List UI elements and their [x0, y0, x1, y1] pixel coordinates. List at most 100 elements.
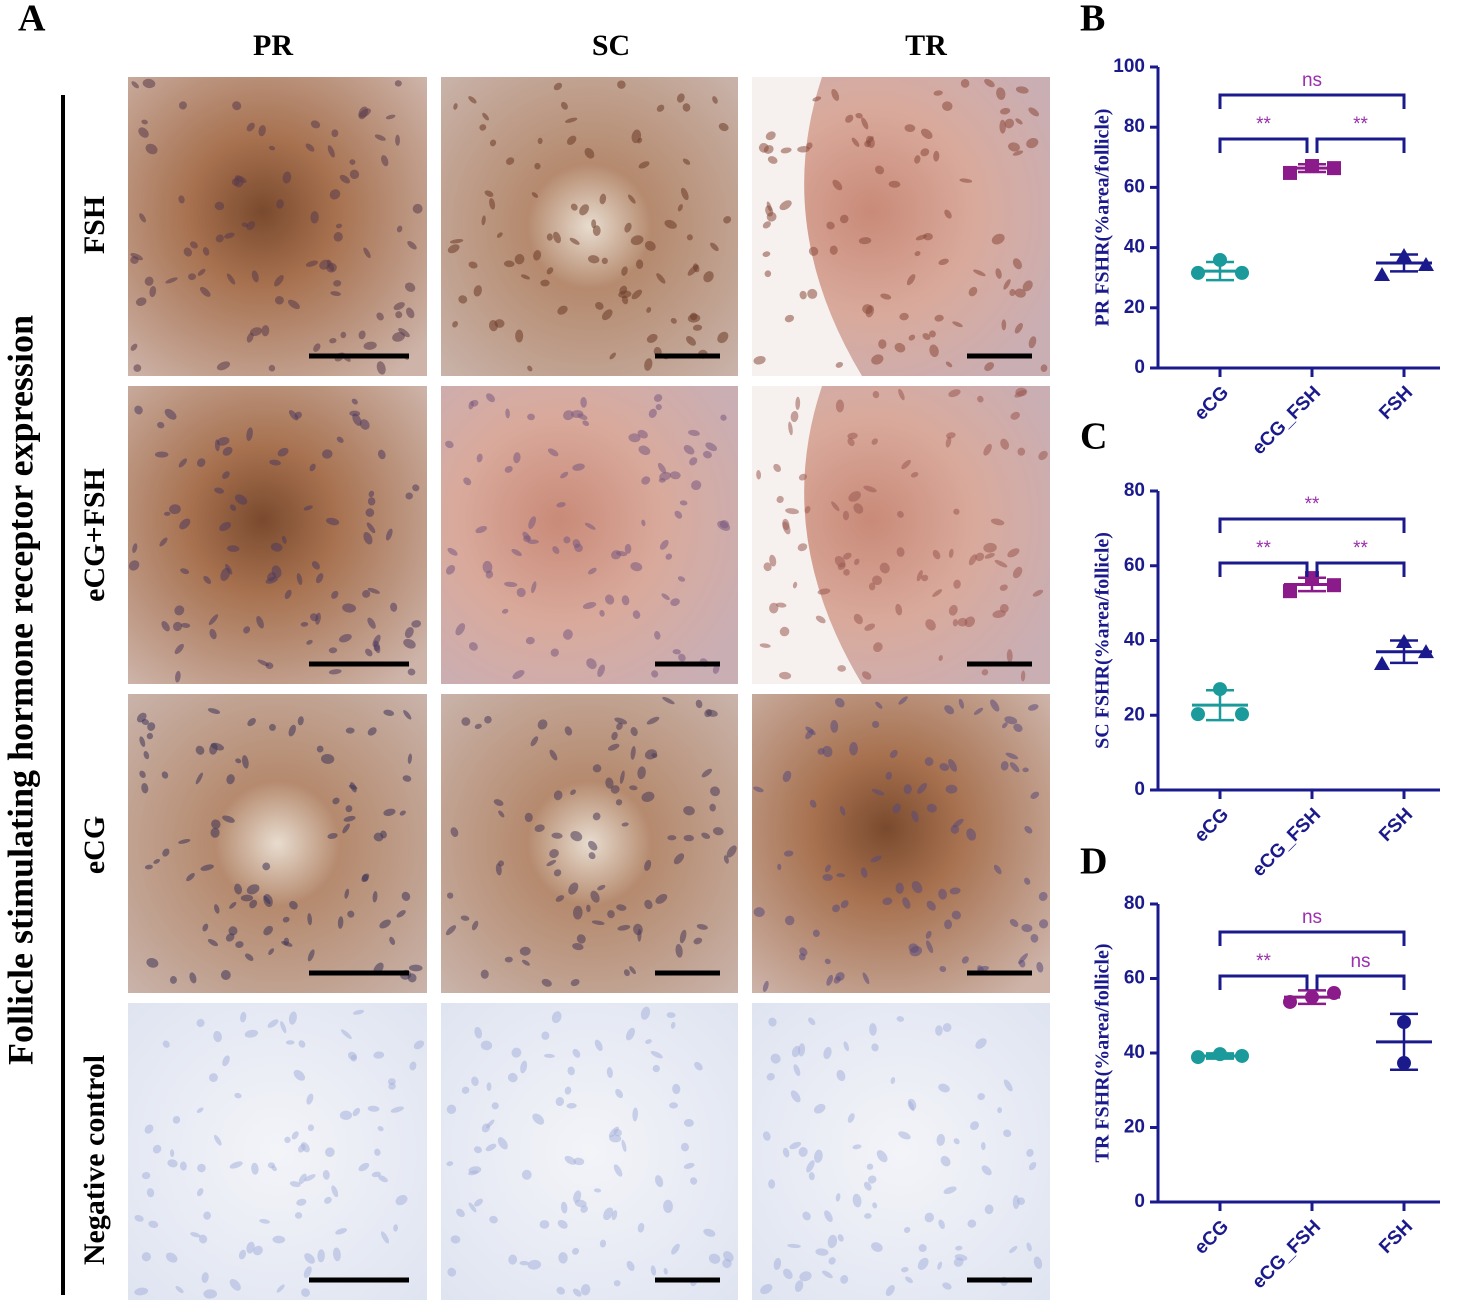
nucleus — [480, 1040, 493, 1051]
nucleus — [784, 915, 795, 926]
nucleus — [229, 1161, 243, 1169]
nucleus — [723, 855, 729, 864]
nucleus — [327, 832, 338, 839]
nucleus — [1024, 825, 1033, 834]
y-axis-label: TR FSHR(%area/follicle) — [1092, 943, 1114, 1162]
nucleus — [195, 745, 205, 755]
nucleus — [298, 1144, 306, 1153]
nucleus — [879, 562, 890, 574]
nucleus — [368, 490, 375, 498]
nucleus — [564, 1086, 572, 1095]
nucleus — [210, 827, 220, 838]
nucleus — [531, 581, 537, 594]
nucleus — [776, 495, 784, 504]
nucleus — [1036, 961, 1044, 973]
nucleus — [687, 264, 699, 276]
nucleus — [253, 1245, 263, 1256]
nucleus — [759, 643, 771, 648]
nucleus — [380, 830, 387, 839]
nucleus — [577, 413, 588, 420]
nucleus — [826, 974, 833, 986]
nucleus — [468, 261, 478, 269]
nucleus — [573, 1190, 582, 1203]
nucleus — [953, 1138, 960, 1145]
nucleus — [411, 620, 422, 628]
nucleus — [524, 812, 533, 823]
nucleus — [718, 122, 729, 132]
nucleus — [321, 753, 335, 764]
nucleus — [172, 621, 183, 632]
nucleus — [379, 919, 391, 929]
nucleus — [251, 1162, 259, 1175]
nucleus — [875, 165, 885, 175]
nucleus — [458, 295, 468, 304]
nucleus — [555, 895, 565, 902]
micrograph — [752, 77, 1050, 376]
nucleus — [929, 330, 936, 338]
nucleus — [902, 897, 911, 909]
nucleus — [762, 980, 769, 992]
significance-bracket — [1315, 974, 1406, 990]
nucleus — [298, 1173, 307, 1185]
micrograph — [441, 694, 738, 993]
nucleus — [179, 1161, 187, 1171]
nucleus — [909, 946, 923, 957]
nucleus — [769, 554, 777, 567]
nucleus — [484, 715, 492, 724]
nucleus — [599, 193, 607, 205]
nucleus — [1004, 118, 1015, 129]
nucleus — [654, 1175, 664, 1188]
nucleus — [868, 582, 876, 591]
nucleus — [325, 1147, 335, 1158]
nucleus — [641, 476, 651, 485]
nucleus — [134, 405, 143, 415]
nucleus — [307, 913, 313, 926]
nucleus — [1013, 723, 1023, 732]
nucleus — [704, 708, 713, 718]
nucleus — [573, 1157, 585, 1166]
nucleus — [404, 282, 416, 292]
nucleus — [968, 286, 978, 297]
nucleus — [726, 845, 737, 858]
nucleus — [485, 1143, 497, 1152]
nucleus — [925, 619, 936, 631]
nucleus — [984, 1204, 994, 1215]
nucleus — [683, 445, 695, 455]
nucleus — [376, 361, 386, 375]
nucleus — [332, 1247, 341, 1262]
nucleus — [942, 101, 953, 111]
nucleus — [450, 827, 459, 837]
nucleus — [831, 501, 840, 512]
nucleus — [144, 276, 154, 286]
nucleus — [288, 299, 300, 310]
nucleus — [815, 615, 826, 624]
x-tick-label: FSH — [1375, 1216, 1417, 1258]
nucleus — [367, 587, 380, 594]
nucleus — [216, 437, 230, 446]
nucleus — [709, 786, 720, 797]
nucleus — [367, 1105, 380, 1112]
nucleus — [196, 1188, 204, 1197]
nucleus — [553, 790, 563, 801]
nucleus — [256, 616, 264, 629]
nucleus — [808, 246, 819, 256]
nucleus — [780, 147, 792, 154]
nucleus — [673, 853, 685, 865]
nucleus — [629, 785, 638, 791]
y-tick-label: 0 — [1134, 357, 1145, 378]
nucleus — [174, 605, 185, 616]
x-tick-label: eCG — [1191, 1216, 1233, 1258]
nucleus — [555, 1097, 565, 1107]
y-tick-label: 0 — [1134, 1191, 1145, 1212]
nucleus — [141, 1252, 151, 1262]
nucleus — [932, 589, 943, 597]
nucleus — [766, 201, 772, 212]
nucleus — [347, 910, 355, 918]
significance-bracket — [1218, 974, 1309, 990]
nucleus — [351, 398, 358, 405]
nucleus — [615, 799, 623, 806]
nucleus — [787, 1243, 801, 1249]
nucleus — [546, 859, 557, 867]
nucleus — [669, 471, 681, 480]
nucleus — [146, 957, 159, 968]
